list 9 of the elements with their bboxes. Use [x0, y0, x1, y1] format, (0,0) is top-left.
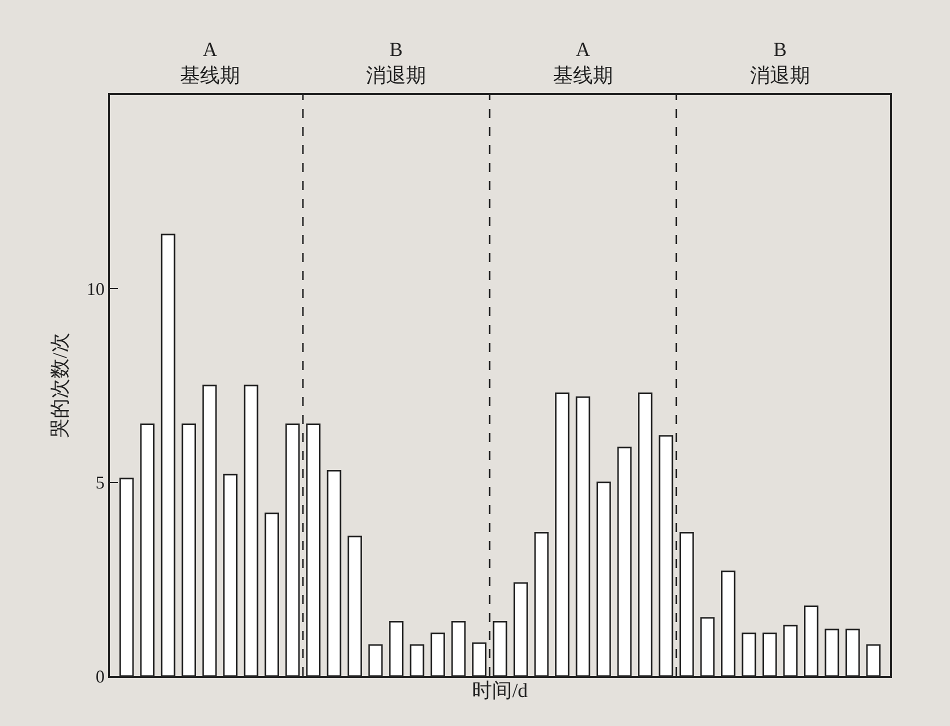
y-tick-label: 5: [96, 472, 105, 493]
y-tick-label: 10: [86, 278, 105, 299]
text: A 基线期: [180, 39, 240, 87]
y-tick-label: 0: [96, 666, 105, 686]
text: A 基线期: [553, 39, 613, 87]
text: B 消退期: [366, 39, 426, 87]
x-axis-title: 时间/d: [472, 680, 528, 702]
text: B 消退期: [750, 39, 810, 87]
y-axis-title: 哭的次数/次: [50, 332, 72, 438]
